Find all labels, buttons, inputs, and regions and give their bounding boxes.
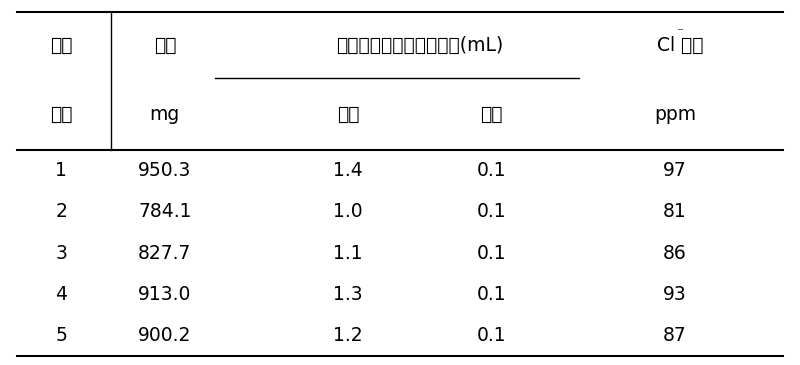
Text: 784.1: 784.1 xyxy=(138,202,191,221)
Text: 2: 2 xyxy=(55,202,67,221)
Text: ⁻: ⁻ xyxy=(676,26,682,39)
Text: 913.0: 913.0 xyxy=(138,285,191,304)
Text: 消耗硝酸银标准溶液体积(mL): 消耗硝酸银标准溶液体积(mL) xyxy=(336,36,503,55)
Text: 4: 4 xyxy=(55,285,67,304)
Text: 0.1: 0.1 xyxy=(477,285,506,304)
Text: 827.7: 827.7 xyxy=(138,243,191,263)
Text: ppm: ppm xyxy=(654,105,696,124)
Text: 81: 81 xyxy=(663,202,687,221)
Text: 0.1: 0.1 xyxy=(477,243,506,263)
Text: 5: 5 xyxy=(55,326,67,345)
Text: 0.1: 0.1 xyxy=(477,161,506,180)
Text: 950.3: 950.3 xyxy=(138,161,191,180)
Text: 1.2: 1.2 xyxy=(334,326,363,345)
Text: 87: 87 xyxy=(663,326,687,345)
Text: 3: 3 xyxy=(55,243,67,263)
Text: 质量: 质量 xyxy=(154,36,176,55)
Text: 1.0: 1.0 xyxy=(334,202,363,221)
Text: 86: 86 xyxy=(663,243,687,263)
Text: 编号: 编号 xyxy=(50,105,73,124)
Text: 1.1: 1.1 xyxy=(334,243,363,263)
Text: 1.4: 1.4 xyxy=(334,161,363,180)
Text: 空白: 空白 xyxy=(481,105,503,124)
Text: 样品: 样品 xyxy=(50,36,73,55)
Text: 样品: 样品 xyxy=(337,105,359,124)
Text: mg: mg xyxy=(150,105,180,124)
Text: 97: 97 xyxy=(663,161,687,180)
Text: 1: 1 xyxy=(55,161,67,180)
Text: 0.1: 0.1 xyxy=(477,326,506,345)
Text: 含量: 含量 xyxy=(675,36,703,55)
Text: 900.2: 900.2 xyxy=(138,326,191,345)
Text: 0.1: 0.1 xyxy=(477,202,506,221)
Text: 1.3: 1.3 xyxy=(334,285,363,304)
Text: 93: 93 xyxy=(663,285,687,304)
Text: Cl: Cl xyxy=(657,36,675,55)
